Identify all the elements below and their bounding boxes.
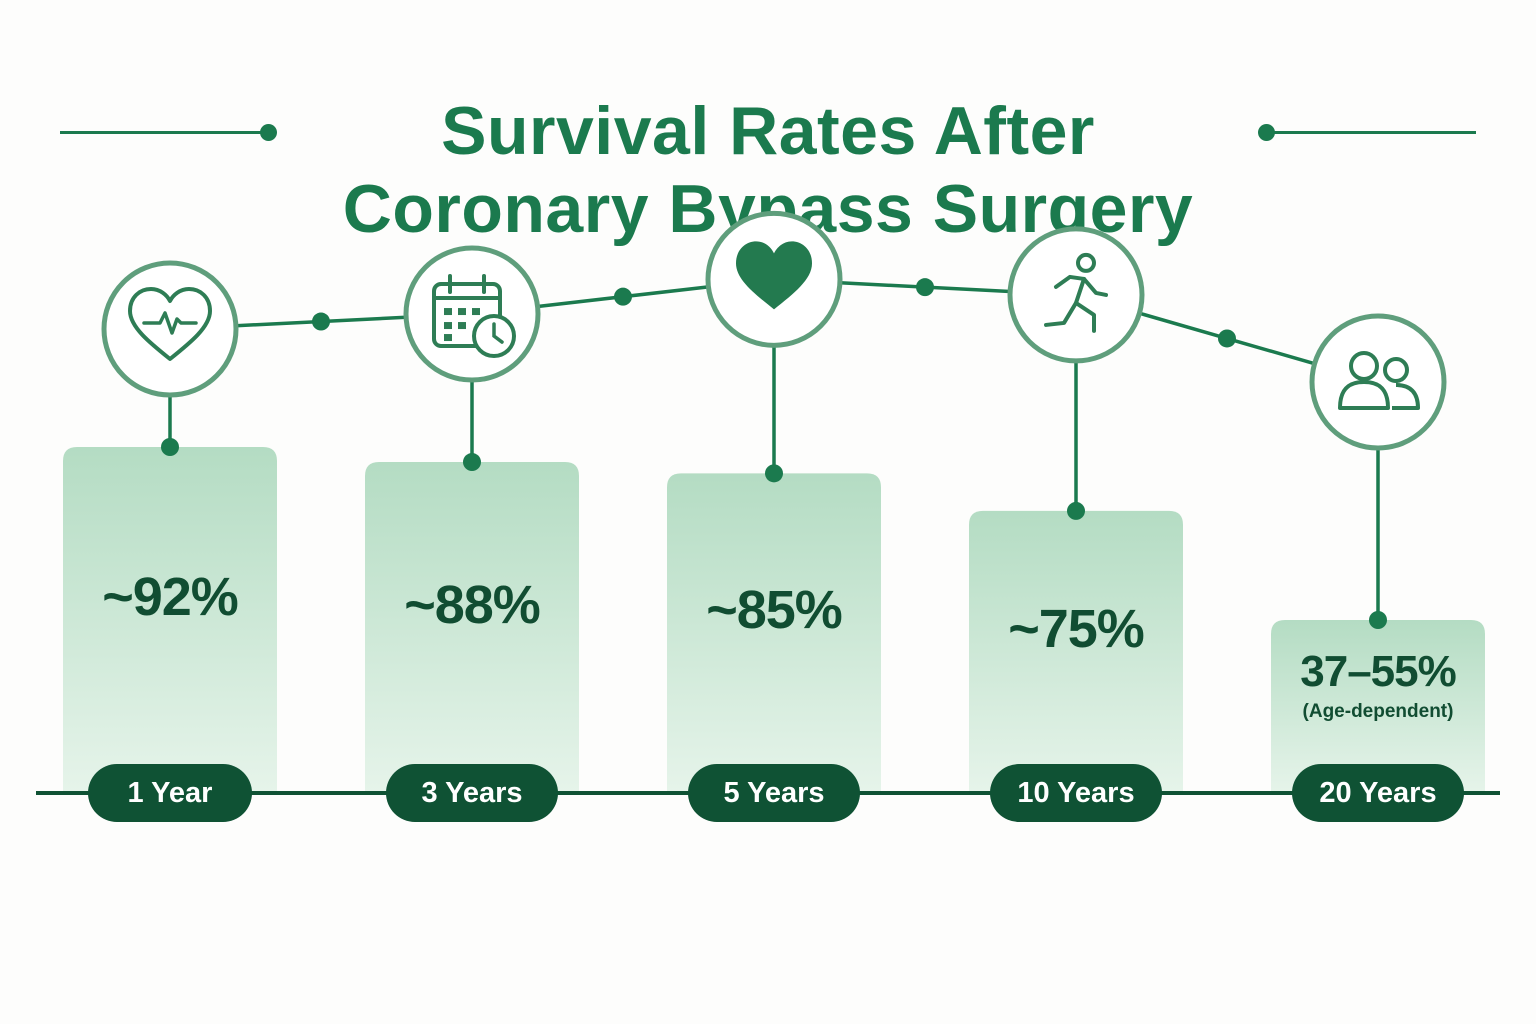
bar-2 — [365, 462, 579, 793]
people-icon — [1338, 351, 1420, 410]
trend-dot-4 — [1218, 329, 1236, 348]
bar-value-label: ~88% — [404, 574, 541, 635]
bar-top-dot-4 — [1067, 501, 1085, 520]
trend-dot-3 — [916, 278, 934, 297]
title-rule-left — [60, 131, 268, 134]
bar-3 — [667, 473, 881, 793]
category-label-pill: 3 Years — [386, 764, 558, 822]
icon-circle-4 — [1007, 226, 1145, 364]
bar-top-dot-5 — [1369, 611, 1387, 629]
trend-dot-2 — [614, 287, 632, 306]
bar-value-label: ~75% — [1008, 598, 1145, 659]
bar-top-dot-2 — [463, 453, 481, 472]
title-rule-left-dot — [260, 124, 277, 141]
trend-dot-1 — [312, 312, 330, 331]
chart-title-line-1: Survival Rates After — [441, 92, 1095, 169]
bar-1 — [63, 447, 277, 793]
category-label-pill: 10 Years — [990, 764, 1162, 822]
category-label-pill: 5 Years — [688, 764, 860, 822]
category-label-pill: 1 Year — [88, 764, 252, 822]
title-rule-right-dot — [1258, 124, 1275, 141]
title-rule-right — [1268, 131, 1476, 134]
heart-icon — [736, 241, 812, 310]
bar-note-label: (Age-dependent) — [1302, 700, 1454, 722]
bar-top-dot-1 — [161, 438, 179, 456]
bar-5 — [1271, 620, 1485, 793]
bar-value-label: 37–55% — [1300, 646, 1456, 696]
bar-value-label: ~85% — [706, 580, 843, 641]
icon-circle-5 — [1309, 313, 1447, 451]
bar-top-dot-3 — [765, 464, 783, 483]
chart-title: Survival Rates After Coronary Bypass Sur… — [0, 92, 1536, 248]
running-person-icon — [1044, 252, 1108, 333]
heart-pulse-icon — [128, 287, 212, 361]
calendar-clock-icon — [432, 274, 516, 359]
category-label-pill: 20 Years — [1292, 764, 1464, 822]
bar-value-label: ~92% — [102, 567, 239, 627]
bar-4 — [969, 510, 1183, 793]
